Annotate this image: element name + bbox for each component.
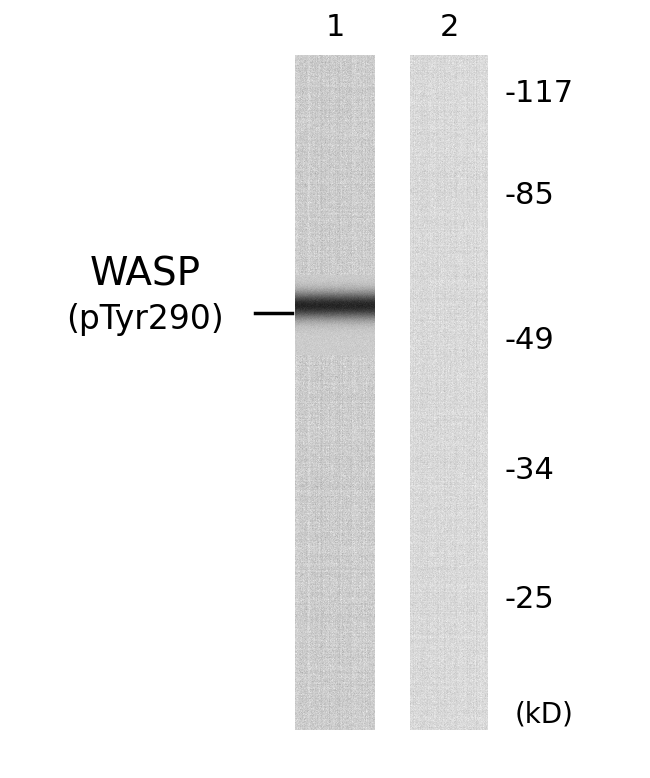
- Text: (kD): (kD): [515, 701, 574, 729]
- Text: 2: 2: [439, 13, 459, 42]
- Text: -117: -117: [505, 79, 574, 107]
- Text: (pTyr290): (pTyr290): [66, 303, 224, 336]
- Text: -49: -49: [505, 325, 554, 355]
- Text: 1: 1: [325, 13, 344, 42]
- Text: -25: -25: [505, 586, 554, 615]
- Text: -34: -34: [505, 455, 555, 485]
- Text: WASP: WASP: [90, 255, 201, 293]
- Text: -85: -85: [505, 180, 555, 209]
